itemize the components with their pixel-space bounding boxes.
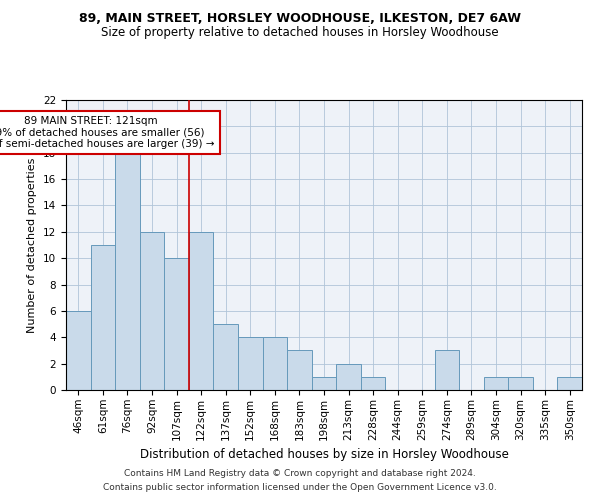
Bar [238, 338, 263, 390]
Text: Contains HM Land Registry data © Crown copyright and database right 2024.: Contains HM Land Registry data © Crown c… [124, 468, 476, 477]
Bar [263, 338, 287, 390]
Text: Contains public sector information licensed under the Open Government Licence v3: Contains public sector information licen… [103, 484, 497, 492]
Bar [434, 350, 459, 390]
Bar [361, 377, 385, 390]
Bar [312, 377, 336, 390]
Y-axis label: Number of detached properties: Number of detached properties [28, 158, 37, 332]
Bar [140, 232, 164, 390]
Text: 89 MAIN STREET: 121sqm
← 59% of detached houses are smaller (56)
41% of semi-det: 89 MAIN STREET: 121sqm ← 59% of detached… [0, 116, 215, 149]
Text: 89, MAIN STREET, HORSLEY WOODHOUSE, ILKESTON, DE7 6AW: 89, MAIN STREET, HORSLEY WOODHOUSE, ILKE… [79, 12, 521, 26]
Bar [164, 258, 189, 390]
Bar [115, 152, 140, 390]
Bar [336, 364, 361, 390]
Bar [557, 377, 582, 390]
Bar [508, 377, 533, 390]
Text: Size of property relative to detached houses in Horsley Woodhouse: Size of property relative to detached ho… [101, 26, 499, 39]
Bar [287, 350, 312, 390]
Bar [484, 377, 508, 390]
X-axis label: Distribution of detached houses by size in Horsley Woodhouse: Distribution of detached houses by size … [140, 448, 508, 461]
Bar [66, 311, 91, 390]
Bar [214, 324, 238, 390]
Bar [91, 245, 115, 390]
Bar [189, 232, 214, 390]
